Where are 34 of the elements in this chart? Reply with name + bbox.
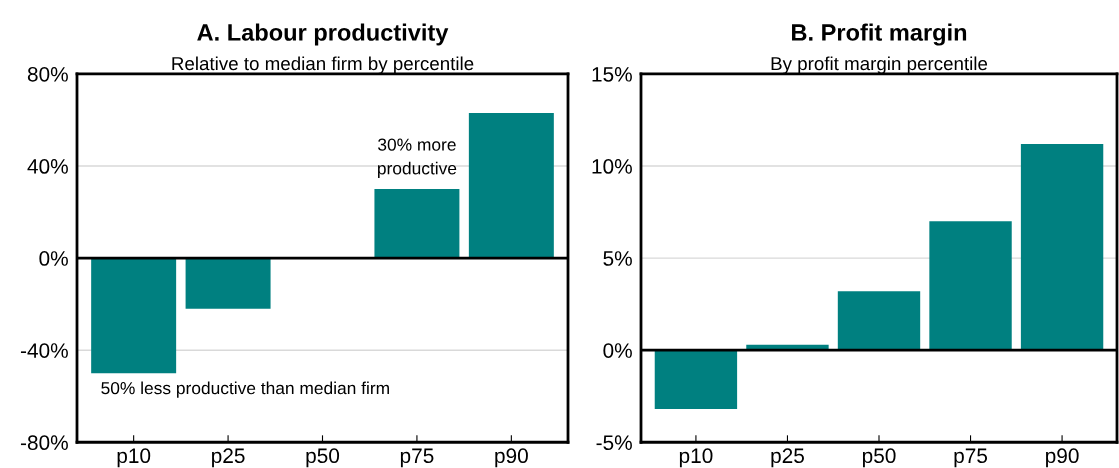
y-tick-label: 0% bbox=[603, 343, 632, 358]
y-tick-label: 40% bbox=[27, 159, 68, 174]
x-tick-label: p75 bbox=[400, 448, 434, 468]
bar bbox=[185, 258, 271, 309]
chart-subtitle: Relative to median firm by percentile bbox=[172, 56, 474, 74]
y-tick-label: 0% bbox=[39, 251, 68, 266]
bar bbox=[654, 350, 738, 410]
y-tick-label: 10% bbox=[592, 159, 632, 174]
bar bbox=[929, 221, 1012, 351]
bar bbox=[91, 258, 177, 374]
y-tick-label: 5% bbox=[603, 251, 632, 266]
chart-subtitle: By profit margin percentile bbox=[771, 56, 988, 74]
x-tick-label: p10 bbox=[679, 448, 713, 468]
annotation: 30% more productive bbox=[378, 138, 457, 178]
bar bbox=[1020, 143, 1104, 351]
x-tick-label: p25 bbox=[212, 448, 245, 468]
x-tick-label: p90 bbox=[495, 448, 528, 468]
chart-title: B. Profit margin bbox=[792, 23, 967, 46]
y-tick-label: 15% bbox=[592, 67, 632, 82]
x-tick-label: p75 bbox=[954, 448, 988, 468]
y-tick-label: -80% bbox=[20, 435, 68, 451]
x-tick-label: p90 bbox=[1046, 448, 1079, 468]
bar bbox=[837, 291, 921, 351]
y-tick-label: -40% bbox=[20, 343, 68, 358]
y-tick-label: 80% bbox=[27, 66, 68, 82]
x-tick-label: p25 bbox=[771, 448, 804, 468]
chart-title: A. Labour productivity bbox=[197, 23, 449, 46]
annotation: 50% less productive than median firm bbox=[101, 381, 389, 398]
bar bbox=[374, 189, 460, 259]
bar bbox=[468, 113, 554, 259]
x-tick-label: p50 bbox=[306, 448, 340, 468]
y-tick-label: -5% bbox=[596, 435, 632, 451]
x-tick-label: p10 bbox=[117, 448, 151, 468]
x-tick-label: p50 bbox=[862, 448, 896, 468]
